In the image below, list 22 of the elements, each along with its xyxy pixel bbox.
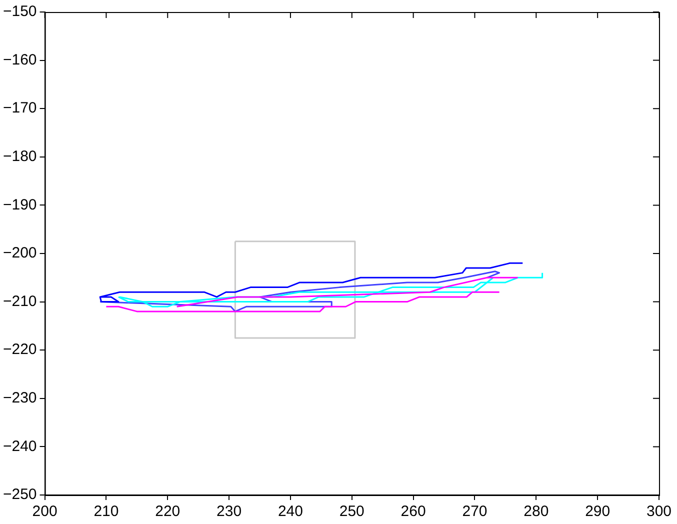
x-tick-label: 270 bbox=[462, 503, 488, 520]
x-tick-label: 220 bbox=[155, 503, 180, 520]
y-tick-label: −160 bbox=[2, 51, 37, 68]
y-tick-label: −170 bbox=[2, 100, 37, 117]
x-tick-label: 230 bbox=[216, 503, 242, 520]
y-tick-label: −150 bbox=[2, 3, 37, 20]
x-tick-label: 210 bbox=[94, 503, 119, 520]
y-tick-label: −240 bbox=[2, 438, 37, 455]
x-tick-label: 300 bbox=[646, 503, 672, 520]
y-tick-label: −210 bbox=[2, 292, 37, 310]
y-tick-label: −230 bbox=[2, 390, 37, 407]
x-tick-label: 200 bbox=[32, 503, 58, 520]
x-tick-label: 250 bbox=[339, 503, 364, 520]
y-tick-label: −190 bbox=[2, 196, 37, 214]
y-tick-label: −250 bbox=[2, 486, 37, 504]
x-tick-label: 260 bbox=[400, 503, 426, 520]
y-tick-label: −220 bbox=[2, 341, 37, 358]
x-tick-label: 240 bbox=[278, 503, 303, 520]
y-tick-label: −200 bbox=[2, 244, 37, 262]
y-tick-label: −180 bbox=[2, 148, 37, 166]
x-tick-label: 290 bbox=[585, 503, 610, 520]
x-tick-label: 280 bbox=[524, 503, 549, 520]
